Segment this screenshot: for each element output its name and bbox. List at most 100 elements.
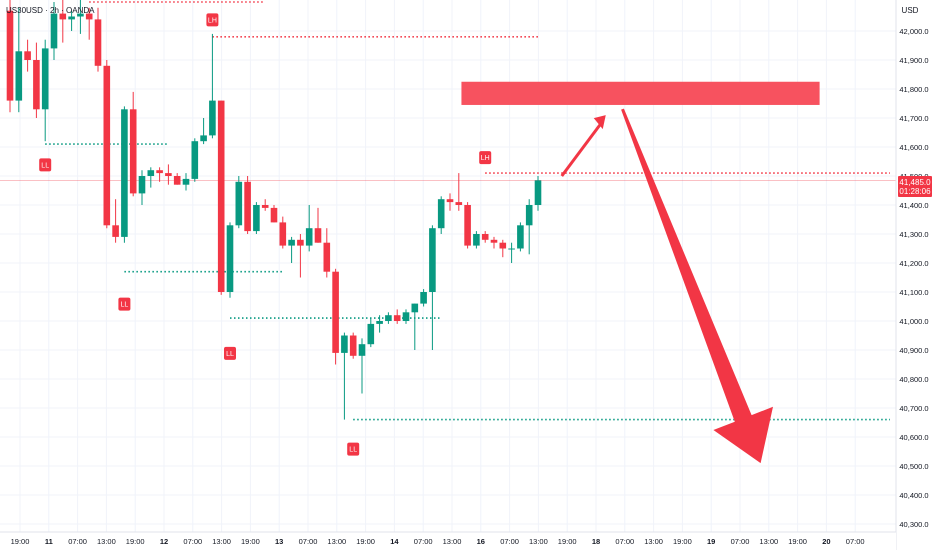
projection-arrows [560, 108, 773, 464]
candle-bullish [253, 205, 260, 232]
candle-bearish [270, 207, 278, 223]
candle-bearish [261, 205, 269, 208]
structure-badge [224, 346, 236, 360]
structure-badge-label: LH [481, 155, 490, 162]
candle-bearish [314, 228, 322, 243]
price-tick-label: 40,400.0 [899, 491, 928, 500]
candle-bullish [508, 248, 515, 250]
symbol-title: US30USD · 2h · OANDA [6, 6, 95, 15]
price-axis[interactable]: USD 42,000.0 41,900.0 41,800.0 41,700.0 41,6… [895, 0, 932, 550]
resistance-zone [461, 81, 820, 105]
projection-up-arrow [560, 120, 604, 177]
candle-bullish [209, 100, 216, 136]
time-tick-label: 07:00 [500, 537, 519, 546]
time-tick-label: 19:00 [126, 537, 145, 546]
time-tick-label: 20 [822, 537, 830, 546]
structure-badge [206, 13, 219, 27]
time-tick-label: 19:00 [356, 537, 375, 546]
candle-bullish [191, 141, 199, 179]
candle-bearish [112, 225, 119, 237]
candle-bullish [358, 344, 366, 356]
candle-bullish [200, 135, 207, 142]
current-price-label: 41,485.0 [899, 178, 931, 187]
price-tick-label: 41,900.0 [899, 56, 928, 65]
candle-bearish [129, 109, 137, 194]
time-tick-label: 19:00 [788, 537, 807, 546]
candle-bullish [121, 109, 128, 237]
candle-bearish [297, 239, 304, 246]
time-axis[interactable]: 19:00 11 07:00 13:00 19:00 12 07:00 13:00 19:00 1… [0, 531, 896, 550]
time-tick-label: 07:00 [846, 537, 865, 546]
candle-bullish [226, 225, 234, 292]
candle-bearish [455, 202, 463, 205]
projection-up-arrowhead [593, 115, 606, 130]
price-tick-label: 40,600.0 [899, 433, 928, 442]
supply-zone-box[interactable] [461, 81, 820, 105]
candle-bearish [103, 65, 111, 226]
structure-badge-label: LL [41, 162, 49, 169]
price-tick-label: 41,300.0 [899, 230, 928, 239]
time-tick-label: 16 [477, 537, 485, 546]
price-tick-label: 40,900.0 [899, 346, 928, 355]
time-tick-label: 07:00 [68, 537, 87, 546]
price-tick-label: 40,500.0 [899, 462, 928, 471]
candle-bearish [94, 19, 102, 66]
candle-bearish [279, 222, 287, 246]
candle-bullish [402, 312, 410, 321]
candle-bearish [173, 176, 181, 185]
structure-badge-label: LL [349, 447, 357, 454]
time-tick-label: 11 [45, 537, 53, 546]
time-tick-label: 19:00 [241, 537, 260, 546]
time-tick-label: 07:00 [414, 537, 433, 546]
candle-bullish [534, 180, 542, 205]
candle-bullish [429, 228, 436, 292]
candle-bullish [341, 335, 348, 353]
structure-badge [479, 151, 492, 165]
candle-bullish [367, 323, 375, 345]
price-tick-label: 41,200.0 [899, 259, 928, 268]
candle-bearish [349, 335, 357, 356]
currency-label[interactable]: USD [902, 6, 919, 15]
projection-down-arrow [621, 108, 773, 464]
chart-grid [0, 0, 896, 532]
candle-bearish [217, 100, 225, 292]
time-tick-label: 13:00 [644, 537, 663, 546]
candle-bullish [305, 228, 313, 246]
candle-bullish [138, 176, 146, 194]
time-tick-label: 13:00 [327, 537, 346, 546]
time-tick-label: 18 [592, 537, 600, 546]
candle-bullish [147, 170, 155, 176]
candle-bullish [235, 181, 243, 226]
time-tick-label: 07:00 [299, 537, 318, 546]
price-tick-label: 41,400.0 [899, 201, 928, 210]
candle-bearish [244, 181, 251, 232]
candle-bearish [499, 242, 507, 249]
candle-bullish [182, 178, 190, 185]
candle-bearish [481, 234, 489, 240]
candle-bearish [33, 60, 40, 110]
candle-bullish [437, 199, 445, 229]
structure-labels: LH LL LL LL LL LH [39, 13, 492, 456]
structure-badge-label: LH [208, 17, 217, 24]
time-tick-label: 13:00 [759, 537, 778, 546]
candle-bullish [525, 205, 533, 226]
candle-bullish [77, 13, 84, 17]
time-tick-label: 07:00 [731, 537, 750, 546]
time-tick-label: 07:00 [615, 537, 634, 546]
structure-badge-label: LL [226, 351, 234, 358]
structure-badge [118, 297, 131, 311]
price-tick-label: 40,800.0 [899, 375, 928, 384]
candle-bullish [288, 239, 295, 246]
candle-bullish [68, 16, 75, 20]
price-tick-label: 41,100.0 [899, 288, 928, 297]
price-tick-label: 41,800.0 [899, 85, 928, 94]
price-tick-label: 41,700.0 [899, 114, 928, 123]
time-tick-label: 13:00 [529, 537, 548, 546]
structure-badge-label: LL [121, 302, 129, 309]
time-tick-label: 07:00 [183, 537, 202, 546]
time-tick-label: 19:00 [673, 537, 692, 546]
candle-bearish [6, 10, 14, 101]
candle-bullish [376, 321, 383, 324]
candle-bearish [85, 13, 93, 20]
